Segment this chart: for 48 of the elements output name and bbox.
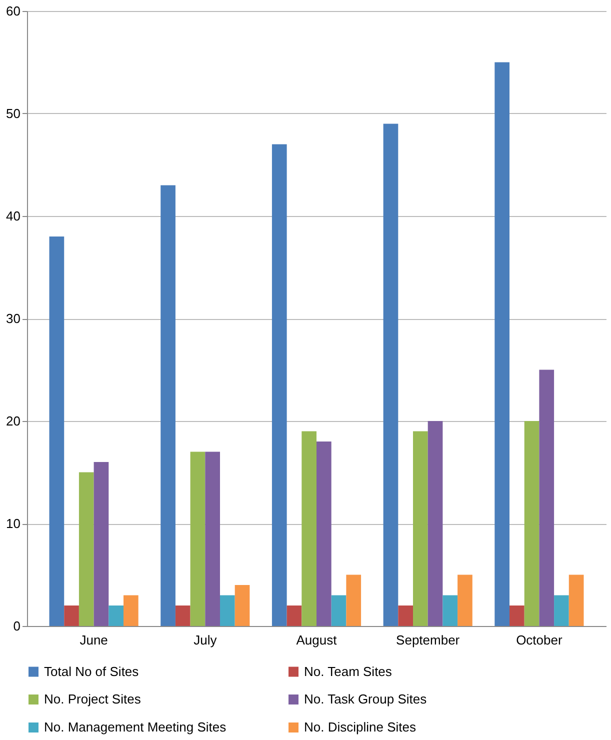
- bar: [78, 472, 94, 626]
- y-tick-label: 60: [6, 4, 20, 18]
- bar: [190, 452, 206, 626]
- y-tick-label: 40: [6, 208, 20, 224]
- x-tick-label: August: [296, 632, 338, 648]
- bar: [539, 370, 554, 626]
- bar: [398, 606, 413, 626]
- x-tick-label: June: [80, 632, 108, 648]
- bar: [124, 595, 138, 626]
- bar: [302, 431, 316, 626]
- bar: [413, 431, 428, 626]
- legend-label: No. Project Sites: [44, 692, 142, 706]
- x-tick-label: October: [516, 632, 563, 648]
- bar: [331, 595, 346, 626]
- bar: [94, 462, 109, 626]
- y-tick-label: 50: [6, 106, 20, 121]
- bar: [220, 595, 235, 626]
- bar: [64, 606, 79, 626]
- y-tick-label: 30: [6, 311, 20, 326]
- bar: [205, 452, 220, 626]
- y-tick-label: 10: [6, 516, 20, 531]
- bar: [442, 595, 458, 626]
- bar: [175, 606, 190, 626]
- bar: [383, 124, 398, 626]
- bar: [234, 585, 250, 626]
- legend-label: No. Team Sites: [304, 664, 392, 679]
- bar: [428, 421, 443, 626]
- bar: [524, 421, 540, 626]
- bar: [160, 185, 176, 626]
- bar: [49, 236, 64, 626]
- x-tick-label: July: [194, 632, 218, 648]
- bar: [108, 606, 124, 626]
- bar: [458, 574, 472, 626]
- legend-label: No. Management Meeting Sites: [44, 720, 227, 734]
- legend-label: Total No of Sites: [44, 664, 140, 679]
- bar: [272, 144, 287, 626]
- legend-label: No. Task Group Sites: [304, 692, 428, 706]
- y-tick-label: 0: [13, 618, 20, 634]
- bar: [510, 606, 524, 626]
- bar: [568, 574, 584, 626]
- legend-label: No. Discipline Sites: [304, 720, 416, 734]
- y-tick-label: 20: [6, 414, 20, 428]
- bar: [554, 595, 569, 626]
- bar: [346, 574, 362, 626]
- bar: [494, 62, 510, 626]
- x-tick-label: September: [396, 632, 460, 648]
- bar: [286, 606, 302, 626]
- bar: [316, 442, 332, 626]
